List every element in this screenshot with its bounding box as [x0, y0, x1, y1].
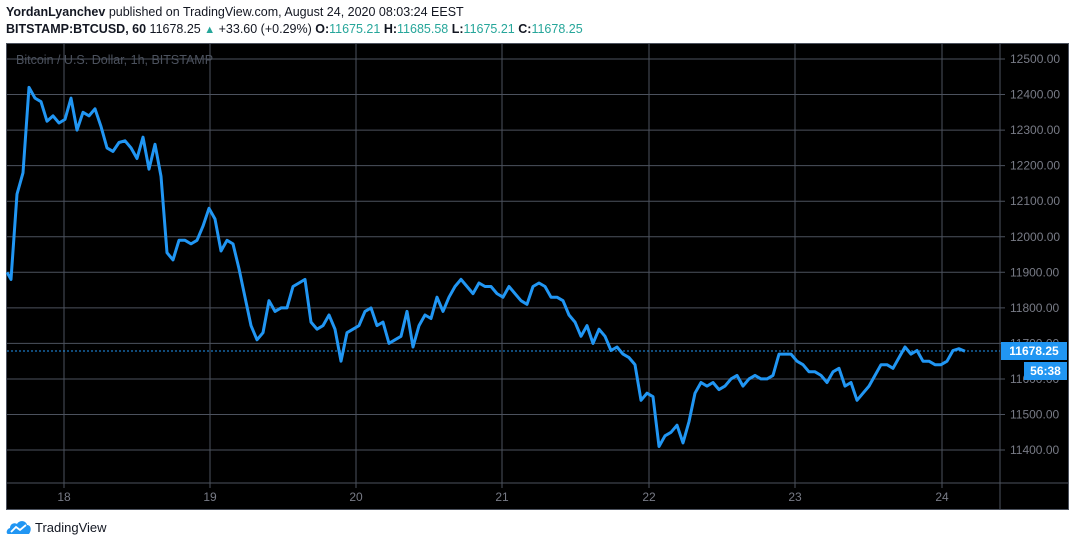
up-arrow-icon: ▲ — [204, 24, 216, 36]
price-change: +33.60 (+0.29%) — [218, 22, 312, 36]
last-price: 11678.25 — [149, 22, 201, 36]
svg-text:12100.00: 12100.00 — [1010, 194, 1060, 208]
high-label: H: — [383, 22, 398, 36]
chart-frame[interactable] — [6, 43, 1069, 510]
open-label: O: — [315, 22, 330, 36]
tradingview-logo-icon — [6, 521, 31, 534]
author-name[interactable]: YordanLyanchev — [6, 5, 106, 19]
svg-text:11800.00: 11800.00 — [1010, 301, 1059, 315]
svg-text:18: 18 — [57, 490, 71, 504]
price-line — [5, 85, 966, 448]
symbol-info: BITSTAMP:BTCUSD, 60 11678.25 ▲ +33.60 (+… — [6, 22, 583, 36]
svg-text:23: 23 — [788, 490, 802, 504]
chart-watermark: Bitcoin / U.S. Dollar, 1h, BITSTAMP — [16, 53, 214, 67]
svg-text:12300.00: 12300.00 — [1010, 123, 1060, 137]
symbol-name: BITSTAMP:BTCUSD, 60 — [6, 22, 147, 36]
high-value: 11685.58 — [397, 22, 449, 36]
svg-text:20: 20 — [349, 490, 363, 504]
open-value: 11675.21 — [329, 22, 381, 36]
svg-text:24: 24 — [935, 490, 949, 504]
svg-text:21: 21 — [495, 490, 509, 504]
svg-text:11500.00: 11500.00 — [1010, 408, 1059, 422]
grid-lines — [6, 43, 1069, 510]
tradingview-brand: TradingView — [35, 519, 107, 535]
publish-info: YordanLyanchev published on TradingView.… — [6, 5, 464, 19]
svg-text:11400.00: 11400.00 — [1010, 443, 1059, 457]
low-value: 11675.21 — [463, 22, 515, 36]
svg-text:12400.00: 12400.00 — [1010, 88, 1060, 102]
svg-text:12000.00: 12000.00 — [1010, 230, 1060, 244]
close-value: 11678.25 — [531, 22, 583, 36]
bar-countdown-tag: 56:38 — [1024, 362, 1067, 380]
footer[interactable]: TradingView — [6, 519, 107, 535]
low-label: L: — [451, 22, 464, 36]
svg-text:12500.00: 12500.00 — [1010, 52, 1060, 66]
svg-text:12200.00: 12200.00 — [1010, 159, 1060, 173]
time-axis[interactable]: 18 19 20 21 22 23 24 — [57, 490, 949, 504]
svg-text:19: 19 — [203, 490, 217, 504]
price-axis[interactable]: 12500.00 12400.00 12300.00 12200.00 12100.00… — [1010, 52, 1060, 457]
svg-text:22: 22 — [642, 490, 656, 504]
last-price-tag: 11678.25 — [1001, 342, 1067, 360]
published-text: published on TradingView.com, August 24,… — [105, 5, 464, 19]
svg-text:11900.00: 11900.00 — [1010, 265, 1059, 279]
close-label: C: — [518, 22, 532, 36]
